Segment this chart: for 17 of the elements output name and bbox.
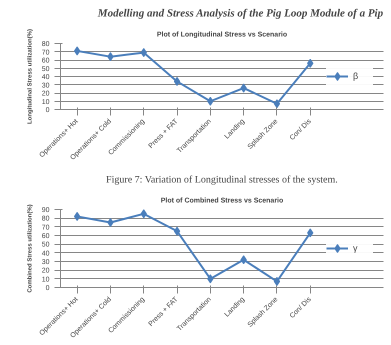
point bbox=[74, 46, 80, 56]
text: Modelling and Stress Analysis of the Pig Loop Module of a Pip bbox=[96, 8, 384, 20]
point bbox=[207, 96, 214, 106]
point bbox=[174, 76, 180, 86]
caption: Figure 7: Variation of Longitudinal stresses of the system. bbox=[106, 174, 338, 186]
point bbox=[207, 274, 214, 284]
point bbox=[240, 84, 247, 93]
point bbox=[74, 212, 80, 221]
point bbox=[274, 276, 280, 286]
point bbox=[240, 255, 247, 264]
point bbox=[174, 226, 180, 236]
legend-label: β bbox=[353, 71, 360, 81]
point bbox=[140, 210, 147, 218]
point bbox=[274, 99, 280, 108]
point bbox=[107, 218, 114, 227]
legend-label: γ bbox=[353, 243, 358, 253]
point bbox=[107, 52, 114, 62]
